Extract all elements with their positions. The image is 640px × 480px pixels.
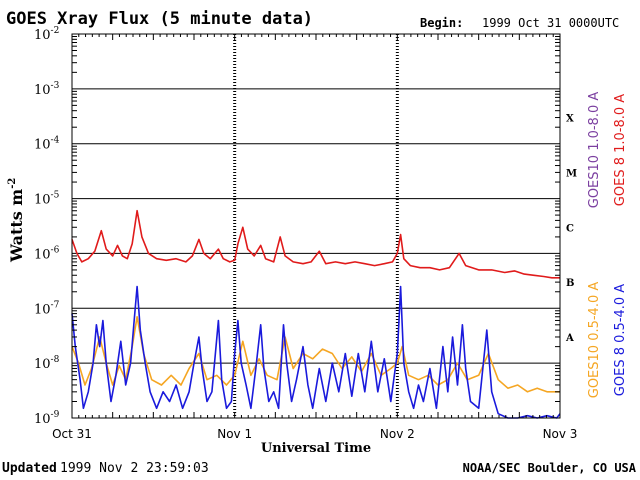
legend-entry-3: GOES 8 0.5-4.0 A (613, 284, 628, 396)
flare-class-labels: X M C B A (565, 114, 577, 344)
y-tick-label-5: 10-7 (34, 300, 60, 317)
series-line-0 (71, 209, 560, 279)
y-axis-label: Watts m-2 (7, 178, 26, 263)
day-dividers (233, 34, 399, 418)
y-tick-label-6: 10-8 (34, 355, 60, 372)
y-tick-label-7: 10-9 (34, 410, 60, 427)
series-line-2 (71, 285, 561, 419)
flare-class-C: C (566, 223, 574, 234)
flare-class-X: X (566, 114, 574, 125)
y-tick-label-0: 10-2 (34, 26, 59, 43)
chart-title: GOES Xray Flux (5 minute data) (6, 9, 313, 29)
flare-class-A: A (565, 333, 574, 344)
y-axis-ticks: 10-2 10-3 10-4 10-5 10-6 10-7 10-8 10-9 (34, 26, 560, 427)
legend-entry-2: GOES10 0.5-4.0 A (587, 282, 602, 399)
updated-value: 1999 Nov 2 23:59:03 (60, 461, 209, 476)
begin-value: 1999 Oct 31 0000UTC (482, 16, 619, 30)
begin-label: Begin: (420, 16, 463, 30)
legend-entry-1: GOES 8 1.0-8.0 A (613, 94, 628, 206)
x-tick-label-3: Nov 3 (543, 427, 578, 441)
x-tick-label-2: Nov 2 (380, 427, 415, 441)
flare-class-B: B (566, 278, 574, 289)
source-credit: NOAA/SEC Boulder, CO USA (463, 461, 637, 475)
x-tick-label-1: Nov 1 (217, 427, 252, 441)
x-axis-label: Universal Time (261, 441, 371, 456)
series-line-1 (71, 316, 560, 393)
legend-entry-0: GOES10 1.0-8.0 A (587, 92, 602, 209)
data-series (71, 209, 561, 419)
flare-class-M: M (566, 168, 577, 179)
y-axis-label-exponent: -2 (7, 178, 18, 189)
legend: GOES10 1.0-8.0 A GOES 8 1.0-8.0 A GOES10 0… (587, 92, 628, 399)
x-tick-label-0: Oct 31 (52, 427, 92, 441)
y-tick-label-1: 10-3 (34, 81, 60, 98)
updated-label: Updated (2, 461, 57, 476)
y-tick-label-3: 10-5 (34, 191, 60, 208)
y-axis-label-text: Watts m (7, 189, 26, 263)
y-axis-title: Watts m-2 (7, 178, 26, 263)
y-tick-label-4: 10-6 (34, 245, 60, 262)
y-tick-label-2: 10-4 (34, 136, 60, 153)
x-axis-ticks: Oct 31 Nov 1 Nov 2 Nov 3 (52, 34, 577, 441)
